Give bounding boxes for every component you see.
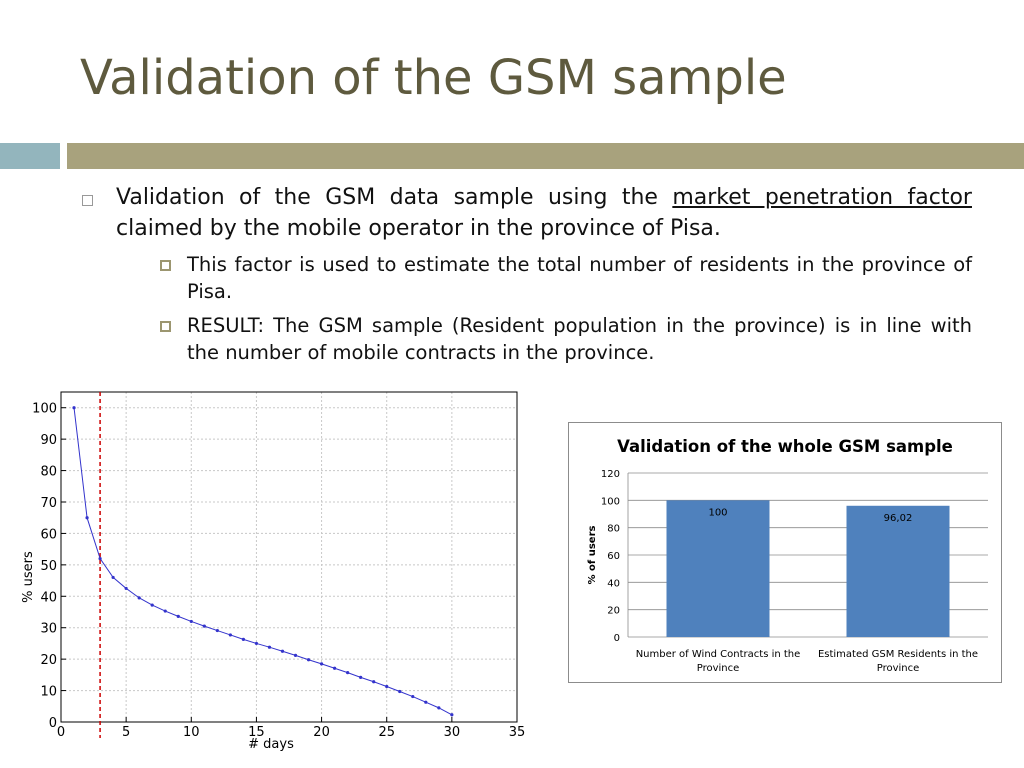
data-point [411,694,415,699]
bar [846,505,950,637]
data-label: 96,02 [884,513,913,524]
tick-label-y: 20 [40,653,57,668]
data-point [359,675,363,679]
tick-label-y: 120 [601,469,620,480]
data-point [346,671,350,675]
data-point [398,689,402,694]
data-point [450,713,454,717]
bar-chart: Validation of the whole GSM sample 0 20 40 6… [568,422,1002,683]
title-band [67,143,1024,169]
tick-label-y: 0 [614,633,620,644]
tick-label-x: 0 [57,725,65,740]
data-point [111,575,115,580]
bullet-text-end: claimed by the mobile operator in the pr… [116,216,721,241]
line-chart: 0 5 10 15 20 25 30 35 0 10 20 30 40 50 60 70 80 90 100 # da… [21,391,526,752]
data-point [267,645,272,649]
tick-label-y: 90 [40,433,57,448]
data-point [333,666,337,670]
tick-label-y: 0 [49,716,57,731]
plot-frame [60,391,518,723]
data-point [163,609,167,613]
bar [666,500,770,637]
tick-label-x: 30 [444,725,461,740]
tick-label-x: 5 [122,725,130,740]
category-label: Province [877,663,920,674]
tick-label-y: 60 [607,551,620,562]
tick-label-x: 10 [183,725,200,740]
bullet-text: Validation of the GSM data sample using … [116,185,673,210]
chart-title: Validation of the whole GSM sample [617,437,953,456]
tick-label-y: 70 [40,496,57,511]
data-point [176,614,180,618]
data-label: 100 [708,507,727,518]
data-point [150,603,154,607]
data-point [280,649,285,653]
data-point [385,684,389,689]
sub-bullet-text: RESULT: The GSM sample (Resident populat… [187,314,972,364]
tick-label-y: 80 [40,465,57,480]
tick-label-y: 50 [40,559,57,574]
data-point [98,556,102,561]
data-point [189,619,193,624]
data-point [202,624,206,628]
tick-label-x: 35 [509,725,526,740]
sub-bullet-list: This factor is used to estimate the tota… [116,251,972,366]
tick-label-y: 40 [40,590,57,605]
category-label: Province [697,663,740,674]
market-penetration-link[interactable]: market penetration factor [672,185,972,210]
tick-label-y: 80 [607,524,620,535]
tick-label-y: 100 [601,496,620,507]
data-point [254,641,259,646]
tick-label-y: 30 [40,622,57,637]
data-point [137,596,141,600]
bullet-list: Validation of the GSM data sample using … [80,182,972,373]
data-point [124,586,128,591]
data-point [306,658,311,662]
tick-label-x: 20 [313,725,330,740]
title-band-accent [0,143,60,169]
y-axis-label: % users [21,551,36,603]
tick-label-x: 15 [248,725,265,740]
tick-label-y: 40 [607,578,620,589]
x-axis-label: # days [248,737,294,752]
sub-bullet-text: This factor is used to estimate the tota… [187,253,972,303]
category-label: Estimated GSM Residents in the [818,649,978,660]
data-point [241,637,245,641]
tick-label-y: 100 [32,402,57,417]
tick-label-x: 25 [378,725,395,740]
data-point [437,706,441,710]
sub-bullet-square-icon [160,321,171,332]
tick-label-y: 10 [40,685,57,700]
data-point [293,653,298,657]
tick-label-y: 20 [607,606,620,617]
y-axis-label: % of users [587,525,598,584]
series-line [73,407,453,716]
bullet-item: Validation of the GSM data sample using … [80,182,972,366]
bullet-square-icon [82,195,93,206]
data-point [85,516,89,520]
plot-area [61,392,517,722]
data-point [72,406,76,410]
sub-bullet-item: RESULT: The GSM sample (Resident populat… [116,312,972,366]
data-point [319,662,324,666]
data-point [424,700,428,704]
data-point [372,680,376,684]
category-label: Number of Wind Contracts in the [636,649,801,660]
data-point [228,633,232,637]
data-point [215,628,219,633]
sub-bullet-item: This factor is used to estimate the tota… [116,251,972,305]
tick-label-y: 60 [40,527,57,542]
sub-bullet-square-icon [160,260,171,271]
slide-title: Validation of the GSM sample [80,50,787,106]
